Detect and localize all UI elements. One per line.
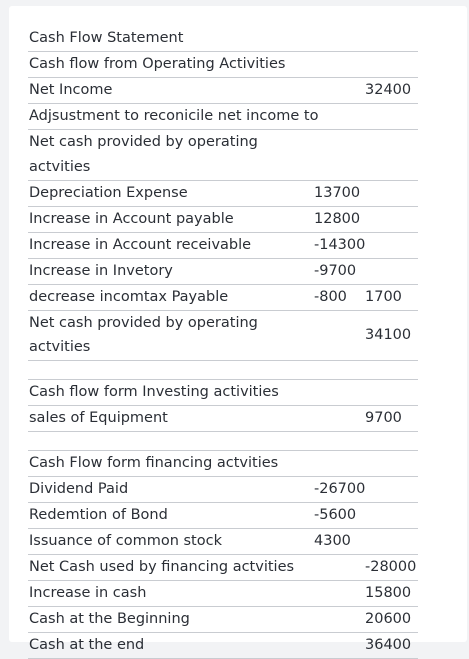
financing-heading: Cash Flow form financing actvities — [29, 455, 279, 471]
summary-label: Increase in cash — [29, 585, 147, 601]
table-row: decrease incomtax Payable -800 1700 — [28, 285, 418, 311]
net-operating-label-2: actvities — [29, 339, 91, 355]
table-row: Issuance of common stock 4300 — [28, 529, 418, 555]
row-value: -9700 — [314, 263, 357, 279]
row-value: 4300 — [314, 533, 351, 549]
investing-heading: Cash flow form Investing activities — [29, 384, 279, 400]
financing-heading-row: Cash Flow form financing actvities — [28, 451, 418, 477]
row-value: 13700 — [314, 185, 361, 201]
investing-heading-row: Cash flow form Investing activities — [28, 380, 418, 406]
table-row: Increase in Account payable 12800 — [28, 207, 418, 233]
table-row: Redemtion of Bond -5600 — [28, 503, 418, 529]
summary-row: Cash at the end 36400 — [28, 633, 418, 659]
table-row: Depreciation Expense 13700 — [28, 181, 418, 207]
adjustment-row-3: actvities — [28, 155, 418, 181]
row-value: -5600 — [314, 507, 357, 523]
row-label: sales of Equipment — [29, 410, 168, 426]
row-value: -14300 — [314, 237, 366, 253]
adjustment-text-2: Net cash provided by operating — [29, 134, 258, 150]
summary-value: 15800 — [365, 585, 412, 601]
statement-card: Cash Flow Statement Cash flow from Opera… — [9, 6, 467, 659]
adjustment-row-1: Adjsustment to reconicile net income to — [28, 104, 418, 130]
net-operating-value: 34100 — [365, 327, 412, 343]
adjustment-text-1: Adjsustment to reconicile net income to — [29, 108, 319, 124]
net-operating-row: Net cash provided by operating actvities… — [28, 311, 418, 361]
operating-heading: Cash flow from Operating Activities — [29, 56, 286, 72]
net-income-row: Net Income 32400 — [28, 78, 418, 104]
adjustment-row-2: Net cash provided by operating — [28, 130, 418, 155]
summary-row: Increase in cash 15800 — [28, 581, 418, 607]
row-label: decrease incomtax Payable — [29, 289, 229, 305]
row-label: Increase in Invetory — [29, 263, 173, 279]
adjustment-text-3: actvities — [29, 159, 91, 175]
spacer-row — [28, 432, 418, 451]
operating-heading-row: Cash flow from Operating Activities — [28, 52, 418, 78]
statement-title: Cash Flow Statement — [29, 30, 184, 46]
row-total: 1700 — [365, 289, 402, 305]
summary-label: Cash at the Beginning — [29, 611, 190, 627]
table-row: Net Cash used by financing actvities -28… — [28, 555, 418, 581]
row-label: Increase in Account payable — [29, 211, 234, 227]
row-total: 9700 — [365, 410, 402, 426]
spacer-row — [28, 361, 418, 380]
table-row: Dividend Paid -26700 — [28, 477, 418, 503]
row-label: Issuance of common stock — [29, 533, 222, 549]
net-income-label: Net Income — [29, 82, 113, 98]
row-label: Net Cash used by financing actvities — [29, 559, 295, 575]
summary-value: 20600 — [365, 611, 412, 627]
row-value: -26700 — [314, 481, 366, 497]
table-row: Increase in Invetory -9700 — [28, 259, 418, 285]
net-operating-label-1: Net cash provided by operating — [29, 315, 258, 331]
row-total: -28000 — [365, 559, 417, 575]
row-label: Dividend Paid — [29, 481, 129, 497]
cash-flow-table: Cash Flow Statement Cash flow from Opera… — [28, 26, 418, 659]
net-income-value: 32400 — [365, 82, 412, 98]
statement-title-row: Cash Flow Statement — [28, 26, 418, 52]
row-value: -800 — [314, 289, 347, 305]
table-row: Increase in Account receivable -14300 — [28, 233, 418, 259]
table-row: sales of Equipment 9700 — [28, 406, 418, 432]
row-label: Depreciation Expense — [29, 185, 188, 201]
row-label: Redemtion of Bond — [29, 507, 168, 523]
row-value: 12800 — [314, 211, 361, 227]
row-label: Increase in Account receivable — [29, 237, 252, 253]
summary-row: Cash at the Beginning 20600 — [28, 607, 418, 633]
